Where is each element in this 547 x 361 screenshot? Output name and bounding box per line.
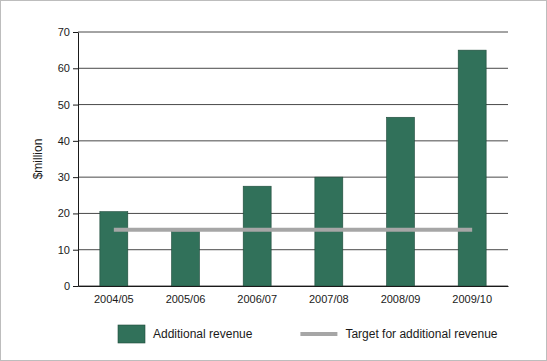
y-tick-mark (73, 105, 78, 106)
y-tick-label: 40 (58, 135, 70, 147)
x-tick-label: 2008/09 (381, 293, 421, 305)
plot: 0 10 20 30 40 50 60 70 2004/05 2005/06 2006/07 2007… (58, 26, 509, 305)
grid-line (78, 104, 508, 105)
legend: Additional revenue Target for additional … (118, 325, 498, 343)
chart: 0 10 20 30 40 50 60 70 2004/05 2005/06 2006/07 2007… (0, 0, 547, 361)
legend-swatch (118, 325, 145, 343)
y-tick: 70 (58, 26, 78, 38)
frame (1, 1, 547, 361)
x-tick: 2009/10 (452, 286, 492, 305)
bars (100, 50, 486, 286)
grid-line (78, 140, 508, 141)
x-tick: 2005/06 (166, 286, 206, 305)
y-tick: 20 (58, 207, 78, 219)
y-tick: 0 (64, 280, 78, 292)
y-axis-title: $million (31, 139, 45, 180)
x-tick-label: 2004/05 (94, 293, 134, 305)
grid-line (78, 68, 508, 69)
bar (387, 117, 415, 286)
y-axis-line (78, 33, 79, 287)
y-tick-label: 0 (64, 280, 70, 292)
x-tick: 2007/08 (309, 286, 349, 305)
y-tick-mark (73, 250, 78, 251)
legend-swatch (300, 332, 337, 336)
x-tick-label: 2005/06 (166, 293, 206, 305)
bar (458, 50, 486, 286)
y-tick: 50 (58, 99, 78, 111)
y-tick-label: 20 (58, 207, 70, 219)
y-tick-mark (73, 68, 78, 69)
grid (78, 32, 508, 286)
x-tick-label: 2009/10 (452, 293, 492, 305)
x-axis-line (79, 286, 509, 287)
y-tick-mark (73, 177, 78, 178)
legend-item: Target for additional revenue (300, 327, 497, 341)
y-tick-label: 60 (58, 62, 70, 74)
x-tick: 2004/05 (94, 286, 134, 305)
y-tick-mark (73, 286, 78, 287)
y-tick-label: 70 (58, 26, 70, 38)
legend-label: Target for additional revenue (345, 327, 497, 341)
grid-line (78, 249, 508, 250)
grid-line (78, 286, 508, 287)
x-tick: 2008/09 (381, 286, 421, 305)
y-tick-mark (73, 141, 78, 142)
y-axis: 0 10 20 30 40 50 60 70 (58, 26, 79, 292)
y-tick-label: 50 (58, 99, 70, 111)
y-tick-label: 10 (58, 244, 70, 256)
y-tick-mark (73, 32, 78, 33)
grid-line (78, 32, 508, 33)
target-line (114, 228, 472, 232)
y-tick: 10 (58, 244, 78, 256)
bar (172, 232, 200, 286)
bar (243, 186, 271, 286)
bar (100, 212, 128, 286)
x-tick-label: 2006/07 (237, 293, 277, 305)
legend-label: Additional revenue (153, 327, 253, 341)
y-tick-mark (73, 213, 78, 214)
y-tick: 30 (58, 171, 78, 183)
x-axis: 2004/05 2005/06 2006/07 2007/08 2008/09 2009/… (79, 286, 509, 305)
y-tick: 60 (58, 62, 78, 74)
grid-line (78, 213, 508, 214)
legend-item: Additional revenue (118, 325, 253, 343)
x-tick-label: 2007/08 (309, 293, 349, 305)
grid-line (78, 177, 508, 178)
x-tick: 2006/07 (237, 286, 277, 305)
y-tick-label: 30 (58, 171, 70, 183)
y-tick: 40 (58, 135, 78, 147)
marks (100, 50, 486, 286)
